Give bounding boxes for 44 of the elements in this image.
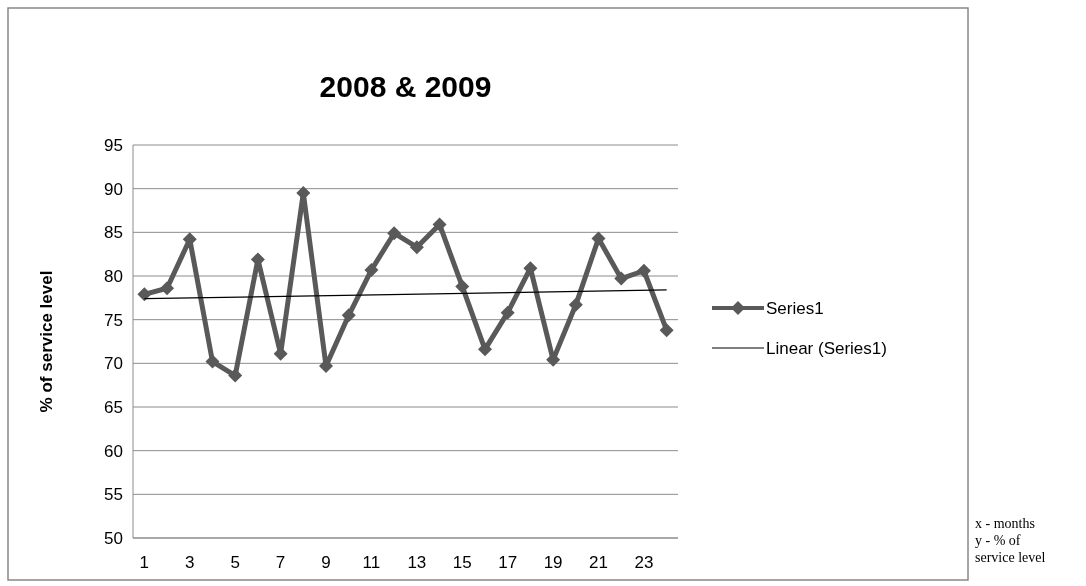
- x-tick-label: 5: [230, 553, 240, 572]
- x-tick-label: 11: [362, 553, 381, 572]
- x-tick-label: 13: [407, 553, 427, 572]
- point: [591, 231, 606, 246]
- y-tick-label: 50: [104, 528, 123, 548]
- y-tick-label: 70: [104, 354, 123, 374]
- legend-label: Linear (Series1): [766, 338, 887, 358]
- y-tick-label: 75: [104, 310, 123, 330]
- y-tick-label: 65: [104, 397, 123, 417]
- point: [477, 342, 492, 357]
- point: [205, 354, 220, 369]
- y-tick-label: 90: [104, 179, 123, 199]
- x-tick-label: 9: [321, 553, 331, 572]
- point: [614, 271, 629, 286]
- y-tick-label: 55: [104, 485, 123, 505]
- point: [636, 263, 651, 278]
- point: [228, 368, 243, 383]
- y-tick-label: 95: [104, 135, 123, 155]
- point: [568, 297, 583, 312]
- legend-label: Series1: [766, 298, 824, 318]
- point: [364, 262, 379, 277]
- x-tick-label: 15: [452, 553, 472, 572]
- x-tick-label: 21: [589, 553, 608, 572]
- x-tick-label: 17: [498, 553, 518, 572]
- point: [500, 305, 515, 320]
- y-tick-label: 60: [104, 441, 123, 461]
- point: [137, 287, 152, 302]
- point: [160, 281, 175, 296]
- point: [341, 308, 356, 323]
- x-tick-label: 3: [185, 553, 195, 572]
- x-tick-label: 19: [543, 553, 563, 572]
- text: x - months y - % of service level: [975, 516, 1046, 565]
- point: [409, 240, 424, 255]
- y-axis-title: % of service level: [37, 270, 56, 413]
- point: [455, 279, 470, 294]
- point: [387, 226, 402, 241]
- x-tick-label: 7: [275, 553, 286, 572]
- point: [659, 323, 674, 338]
- y-tick-label: 85: [104, 223, 123, 243]
- x-tick-label: 23: [634, 553, 654, 572]
- chart-title: 2008 & 2009: [319, 70, 492, 103]
- x-tick-label: 1: [139, 553, 150, 572]
- point: [432, 217, 447, 232]
- y-tick-label: 80: [104, 266, 123, 286]
